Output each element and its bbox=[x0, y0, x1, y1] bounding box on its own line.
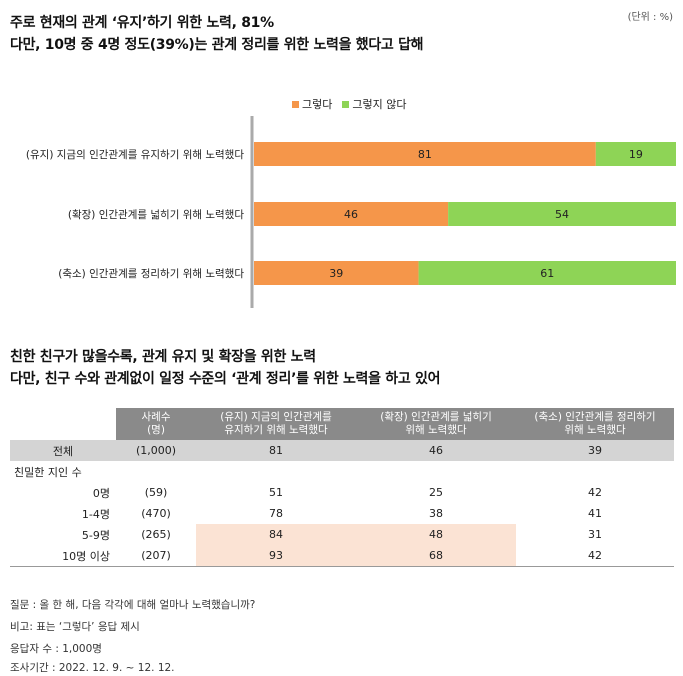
bar-segment bbox=[595, 142, 676, 166]
bar-segment bbox=[418, 261, 676, 285]
category-label: (확장) 인간관계를 넓히기 위해 노력했다 bbox=[68, 208, 244, 221]
table-row: 5-9명 (265) 84 48 31 bbox=[10, 524, 674, 545]
bar-value-label: 81 bbox=[418, 148, 432, 161]
section2-title-line2: 다만, 친구 수와 관계없이 일정 수준의 ‘관계 정리’를 위한 노력을 하고… bbox=[10, 371, 441, 387]
table-header-reduce: (축소) 인간관계를 정리하기 위해 노력했다 bbox=[516, 408, 674, 440]
row-expand: 38 bbox=[429, 507, 443, 520]
chart-title-line1: 주로 현재의 관계 ‘유지’하기 위한 노력, 81% bbox=[10, 15, 274, 31]
legend-swatch-yes bbox=[292, 100, 299, 108]
row-expand: 25 bbox=[429, 486, 443, 499]
table-header-n: 사례수 (명) bbox=[116, 408, 196, 440]
row-label: 10명 이상 bbox=[10, 545, 116, 567]
bar-segment bbox=[448, 202, 676, 226]
group-label: 친밀한 지인 수 bbox=[14, 465, 82, 479]
row-label: 0명 bbox=[92, 486, 110, 500]
row-reduce: 31 bbox=[588, 528, 602, 541]
row-n: (265) bbox=[141, 528, 171, 541]
row-reduce: 41 bbox=[588, 507, 602, 520]
bar-value-label: 54 bbox=[555, 208, 569, 221]
table-header-blank bbox=[10, 408, 116, 440]
row-n: (207) bbox=[116, 545, 196, 567]
bar-value-label: 39 bbox=[329, 267, 343, 280]
total-label: 전체 bbox=[10, 440, 116, 461]
note-period: 조사기간 : 2022. 12. 9. ~ 12. 12. bbox=[10, 662, 175, 674]
bar-segment bbox=[254, 142, 596, 166]
note-remark: 비고: 표는 ‘그렇다’ 응답 제시 bbox=[10, 621, 140, 633]
bar-value-label: 19 bbox=[629, 148, 643, 161]
unit-label: (단위 : %) bbox=[627, 12, 673, 23]
total-maintain: 81 bbox=[196, 440, 356, 461]
row-maintain: 78 bbox=[269, 507, 283, 520]
row-n: (470) bbox=[141, 507, 171, 520]
table-header-row: 사례수 (명) (유지) 지금의 인간관계를 유지하기 위해 노력했다 (확장) 인… bbox=[10, 408, 674, 440]
legend-swatch-no bbox=[342, 100, 350, 108]
total-n: (1,000) bbox=[116, 440, 196, 461]
total-reduce: 39 bbox=[516, 440, 674, 461]
bar-value-label: 46 bbox=[344, 208, 358, 221]
row-reduce: 42 bbox=[588, 486, 602, 499]
row-expand: 68 bbox=[356, 545, 516, 567]
stacked-bar-chart: (유지) 지금의 인간관계를 유지하기 위해 노력했다 81 19 (확장) 인간관계… bbox=[26, 116, 676, 308]
chart-title-line2: 다만, 10명 중 4명 정도(39%)는 관계 정리를 위한 노력을 했다고 … bbox=[10, 37, 424, 53]
category-label: (유지) 지금의 인간관계를 유지하기 위해 노력했다 bbox=[26, 148, 244, 161]
table-row-group: 친밀한 지인 수 bbox=[10, 461, 674, 482]
note-respondents: 응답자 수 : 1,000명 bbox=[10, 643, 102, 655]
note-question: 질문 : 올 한 해, 다음 각각에 대해 얼마나 노력했습니까? bbox=[10, 599, 256, 611]
category-label: (축소) 인간관계를 정리하기 위해 노력했다 bbox=[58, 267, 244, 280]
legend-label-yes: 그렇다 bbox=[302, 98, 333, 111]
bar-segment bbox=[254, 261, 419, 285]
legend-label-no: 그렇지 않다 bbox=[352, 98, 407, 111]
row-maintain: 93 bbox=[196, 545, 356, 567]
chart-legend: 그렇다 그렇지 않다 bbox=[292, 96, 410, 112]
table-header-maintain: (유지) 지금의 인간관계를 유지하기 위해 노력했다 bbox=[196, 408, 356, 440]
row-n: (59) bbox=[144, 486, 168, 499]
section2-title-line1: 친한 친구가 많을수록, 관계 유지 및 확장을 위한 노력 bbox=[10, 349, 316, 365]
total-expand: 46 bbox=[356, 440, 516, 461]
bar-value-label: 61 bbox=[540, 267, 554, 280]
row-label: 1-4명 bbox=[81, 507, 110, 521]
row-maintain: 51 bbox=[269, 486, 283, 499]
row-label: 5-9명 bbox=[81, 528, 110, 542]
table-row: 0명 (59) 51 25 42 bbox=[10, 482, 674, 503]
table-row: 1-4명 (470) 78 38 41 bbox=[10, 503, 674, 524]
table-row: 10명 이상 (207) 93 68 42 bbox=[10, 545, 674, 567]
bar-segment bbox=[254, 202, 449, 226]
table-row-total: 전체 (1,000) 81 46 39 bbox=[10, 440, 674, 461]
row-reduce: 42 bbox=[516, 545, 674, 567]
row-expand: 48 bbox=[356, 524, 516, 545]
legend-item-yes: 그렇다 bbox=[292, 96, 332, 112]
results-table: 사례수 (명) (유지) 지금의 인간관계를 유지하기 위해 노력했다 (확장) 인… bbox=[10, 408, 674, 567]
legend-item-no: 그렇지 않다 bbox=[342, 96, 406, 112]
row-maintain: 84 bbox=[196, 524, 356, 545]
table-header-expand: (확장) 인간관계를 넓히기 위해 노력했다 bbox=[356, 408, 516, 440]
